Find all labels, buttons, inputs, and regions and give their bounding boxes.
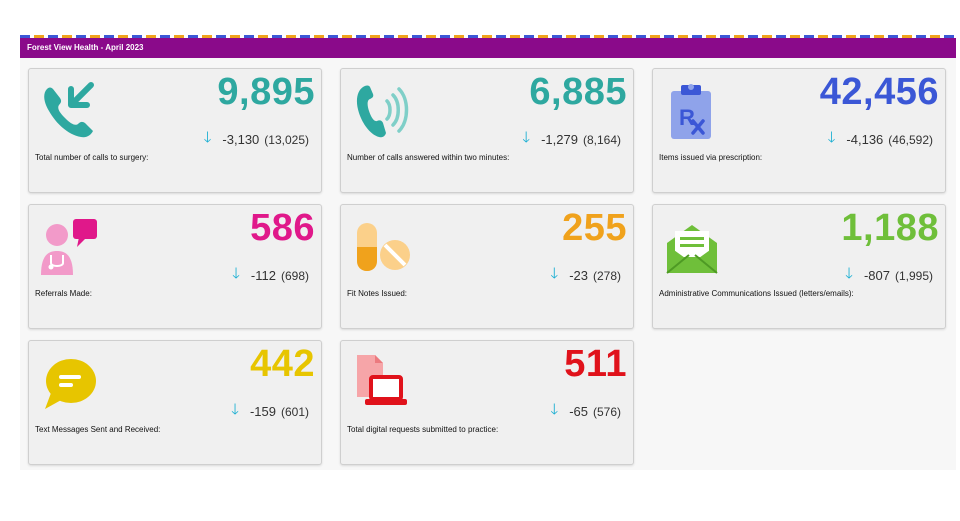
kpi-change: -23 bbox=[569, 268, 588, 283]
kpi-card-fit-notes[interactable]: 255 🡓 -23 (278) Fit Notes Issued: bbox=[340, 204, 634, 329]
kpi-previous: (8,164) bbox=[582, 132, 621, 147]
laptop-document-icon bbox=[349, 351, 411, 413]
kpi-label: Number of calls answered within two minu… bbox=[347, 153, 510, 162]
kpi-label: Administrative Communications Issued (le… bbox=[659, 289, 854, 298]
kpi-delta: 🡓 -4,136 (46,592) bbox=[828, 127, 933, 152]
arrow-down-icon: 🡓 bbox=[845, 265, 853, 282]
kpi-change: -807 bbox=[863, 268, 890, 283]
kpi-value: 442 bbox=[250, 343, 315, 385]
kpi-value: 586 bbox=[250, 207, 315, 249]
decorative-dash-border bbox=[20, 35, 956, 38]
kpi-change: -65 bbox=[569, 404, 588, 419]
kpi-value: 1,188 bbox=[841, 207, 939, 249]
kpi-card-referrals[interactable]: 586 🡓 -112 (698) Referrals Made: bbox=[28, 204, 322, 329]
kpi-delta: 🡓 -1,279 (8,164) bbox=[522, 127, 621, 152]
kpi-previous: (601) bbox=[280, 404, 309, 419]
doctor-referral-icon bbox=[37, 215, 99, 277]
kpi-previous: (278) bbox=[592, 268, 621, 283]
arrow-down-icon: 🡓 bbox=[231, 401, 239, 418]
kpi-label: Total digital requests submitted to prac… bbox=[347, 425, 499, 434]
kpi-card-calls-answered[interactable]: 6,885 🡓 -1,279 (8,164) Number of calls a… bbox=[340, 68, 634, 193]
arrow-down-icon: 🡓 bbox=[550, 265, 559, 282]
kpi-change: -1,279 bbox=[541, 132, 578, 147]
arrow-down-icon: 🡓 bbox=[203, 129, 212, 146]
kpi-card-total-calls[interactable]: 9,895 🡓 -3,130 (13,025) Total number of … bbox=[28, 68, 322, 193]
kpi-value: 6,885 bbox=[529, 71, 627, 113]
kpi-value: 511 bbox=[564, 343, 627, 385]
kpi-card-prescription-items[interactable]: R 42,456 🡓 -4,136 (46,592) Items issued … bbox=[652, 68, 946, 193]
kpi-previous: (13,025) bbox=[264, 132, 309, 147]
pills-icon bbox=[349, 215, 411, 277]
kpi-delta: 🡓 -807 (1,995) bbox=[845, 263, 933, 288]
kpi-value: 255 bbox=[562, 207, 627, 249]
kpi-previous: (46,592) bbox=[888, 132, 933, 147]
kpi-previous: (1,995) bbox=[894, 268, 933, 283]
arrow-down-icon: 🡓 bbox=[522, 129, 531, 146]
kpi-label: Items issued via prescription: bbox=[659, 153, 763, 162]
prescription-clipboard-icon: R bbox=[661, 79, 723, 141]
kpi-label: Text Messages Sent and Received: bbox=[35, 425, 161, 434]
kpi-previous: (576) bbox=[592, 404, 621, 419]
kpi-delta: 🡓 -112 (698) bbox=[232, 263, 309, 288]
kpi-delta: 🡓 -159 (601) bbox=[231, 399, 309, 424]
chat-bubble-icon bbox=[37, 351, 99, 413]
dashboard-title: Forest View Health - April 2023 bbox=[27, 43, 144, 52]
kpi-change: -112 bbox=[250, 268, 276, 283]
kpi-change: -3,130 bbox=[222, 132, 260, 147]
kpi-delta: 🡓 -65 (576) bbox=[550, 399, 621, 424]
kpi-card-admin-communications[interactable]: 1,188 🡓 -807 (1,995) Administrative Comm… bbox=[652, 204, 946, 329]
kpi-card-digital-requests[interactable]: 511 🡓 -65 (576) Total digital requests s… bbox=[340, 340, 634, 465]
phone-incoming-icon bbox=[37, 79, 99, 141]
phone-ringing-icon bbox=[349, 79, 411, 141]
kpi-previous: (698) bbox=[280, 268, 309, 283]
kpi-card-text-messages[interactable]: 442 🡓 -159 (601) Text Messages Sent and … bbox=[28, 340, 322, 465]
kpi-label: Total number of calls to surgery: bbox=[35, 153, 149, 162]
kpi-value: 42,456 bbox=[819, 71, 939, 113]
arrow-down-icon: 🡓 bbox=[827, 129, 836, 146]
kpi-label: Fit Notes Issued: bbox=[347, 289, 408, 298]
kpi-value: 9,895 bbox=[217, 71, 315, 113]
kpi-change: -159 bbox=[249, 404, 276, 419]
arrow-down-icon: 🡓 bbox=[232, 265, 240, 282]
svg-text:R: R bbox=[679, 105, 695, 130]
arrow-down-icon: 🡓 bbox=[550, 401, 559, 418]
envelope-letter-icon bbox=[661, 215, 723, 277]
kpi-change: -4,136 bbox=[846, 132, 884, 147]
kpi-delta: 🡓 -3,130 (13,025) bbox=[204, 127, 309, 152]
kpi-delta: 🡓 -23 (278) bbox=[550, 263, 621, 288]
kpi-board: 9,895 🡓 -3,130 (13,025) Total number of … bbox=[20, 58, 956, 470]
dashboard-header: Forest View Health - April 2023 bbox=[20, 38, 956, 58]
kpi-label: Referrals Made: bbox=[35, 289, 92, 298]
